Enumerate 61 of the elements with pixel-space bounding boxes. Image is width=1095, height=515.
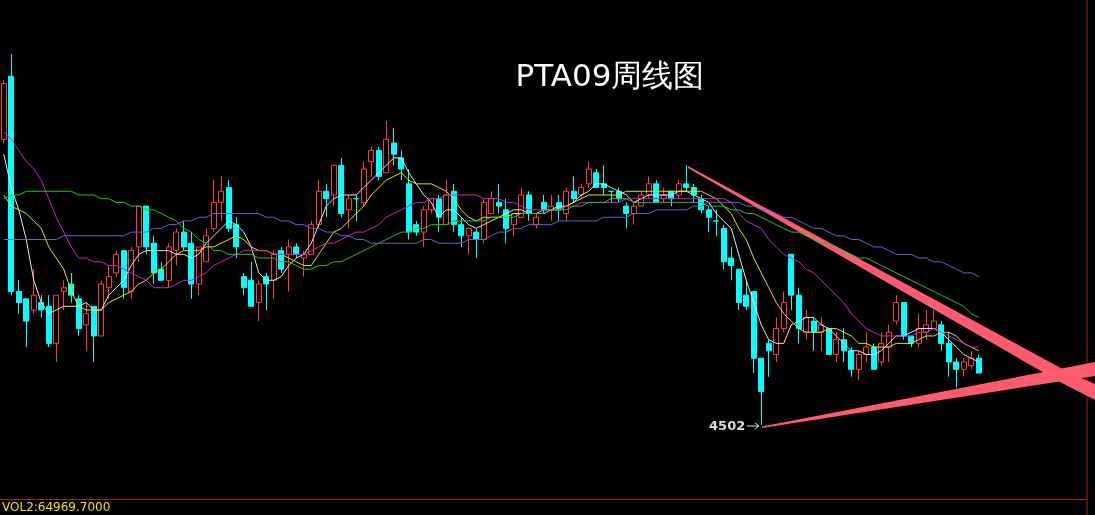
candlestick (713, 209, 719, 237)
candlestick (368, 146, 374, 177)
candlestick (901, 302, 907, 341)
candlestick (766, 339, 772, 378)
candlestick (788, 253, 794, 311)
candlestick (286, 239, 292, 292)
candlestick (773, 316, 779, 363)
candlestick (83, 302, 89, 352)
candlestick (383, 120, 389, 174)
candlestick (676, 179, 682, 200)
candlestick (586, 161, 592, 189)
candlestick (256, 279, 262, 322)
candlestick (811, 316, 817, 352)
candlestick (623, 201, 629, 229)
chart-title: PTA09周线图 (515, 56, 705, 93)
candlestick (683, 164, 689, 192)
candlestick (571, 175, 577, 203)
candlestick (46, 294, 52, 348)
candlestick (391, 127, 397, 166)
candlestick (803, 309, 809, 341)
candlestick (541, 194, 547, 215)
candlestick (608, 190, 614, 203)
candlestick (833, 331, 839, 363)
candlestick (106, 264, 112, 300)
candlestick (113, 250, 119, 278)
candlestick (578, 183, 584, 200)
candlestick (91, 305, 97, 363)
candlestick (781, 290, 787, 333)
candlestick (331, 164, 337, 207)
candlestick (796, 287, 802, 344)
candlestick (976, 354, 982, 374)
candlestick (98, 279, 104, 337)
candlestick (53, 294, 59, 363)
candlestick (121, 250, 127, 300)
candlestick (293, 242, 299, 259)
candlestick (31, 268, 37, 315)
candlestick (466, 227, 472, 255)
candlestick (323, 183, 329, 218)
candlestick (76, 294, 82, 337)
candlestick (496, 183, 502, 215)
candlestick (473, 227, 479, 259)
candlestick (316, 179, 322, 229)
candlestick (263, 272, 269, 311)
candlestick (931, 309, 937, 330)
candlestick (353, 194, 359, 222)
candlestick (1, 79, 7, 144)
candlestick (143, 205, 149, 255)
candlestick (893, 294, 899, 326)
candlestick (871, 342, 877, 370)
text: VOL2:64969.7000 (2, 500, 111, 514)
candlestick (8, 53, 14, 296)
candlestick (338, 157, 344, 218)
candlestick (436, 194, 442, 233)
candlestick (706, 205, 712, 233)
candlestick (376, 146, 382, 181)
candlestick (826, 328, 832, 356)
candlestick (136, 205, 142, 263)
candlestick (361, 161, 367, 207)
annotation: 4502 (709, 417, 746, 433)
candlestick (61, 279, 67, 311)
candlestick (346, 194, 352, 229)
